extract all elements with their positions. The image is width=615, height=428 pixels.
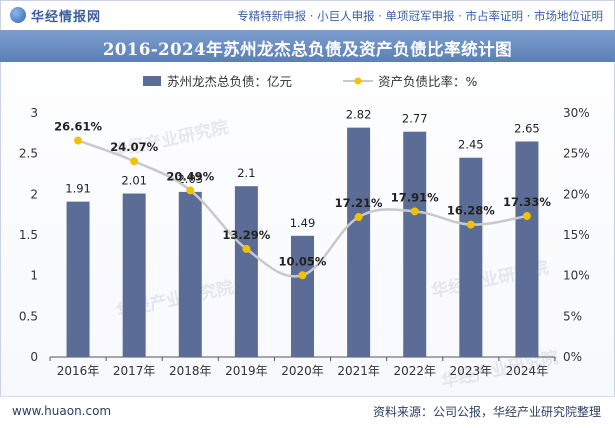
y-right-tick-label: 20%	[563, 187, 590, 201]
x-tick-label: 2021年	[337, 364, 380, 378]
ratio-point	[74, 136, 83, 145]
y-left-tick-label: 3	[30, 106, 38, 120]
x-tick-label: 2020年	[281, 364, 324, 378]
ratio-point	[186, 186, 195, 195]
ratio-point	[130, 157, 139, 166]
bar	[347, 127, 371, 357]
y-right-tick-label: 25%	[563, 147, 590, 161]
y-right-tick-label: 0%	[563, 350, 582, 364]
y-right-tick-label: 30%	[563, 106, 590, 120]
y-right-tick-label: 15%	[563, 228, 590, 242]
ratio-value-label: 17.91%	[391, 190, 439, 204]
y-left-tick-label: 1.5	[19, 228, 38, 242]
footer	[0, 396, 615, 428]
y-left-tick-label: 0.5	[19, 309, 38, 323]
title-band	[0, 30, 615, 62]
bar-value-label: 2.03	[177, 172, 203, 186]
ratio-value-label: 16.28%	[447, 204, 495, 218]
x-tick-label: 2024年	[506, 364, 549, 378]
x-tick-label: 2018年	[169, 364, 212, 378]
bar	[234, 186, 258, 357]
bar-value-label: 2.65	[514, 121, 540, 135]
axes: 2016年 2017年 2018年 2019年 2020年 2021年 2022年 2023年…	[19, 106, 590, 378]
ratio-point	[242, 244, 251, 253]
legend-line-label: 资产负债比率：%	[378, 74, 478, 89]
bar-series: 1.91 2.01 2.03 2.1 1.49 2.82 2.77 2.45 2.65	[65, 108, 540, 357]
services-text: 专精特新申报 · 小巨人申报 · 单项冠军申报 · 市占率证明 · 市场地位证明	[237, 9, 603, 23]
ratio-value-label: 20.49%	[166, 169, 214, 183]
ratio-point	[466, 220, 475, 229]
x-tick-label: 2017年	[113, 364, 156, 378]
bar-value-label: 1.49	[290, 216, 316, 230]
footer-url: www.huaon.com	[12, 404, 112, 418]
bar-value-label: 2.1	[237, 166, 255, 180]
x-tick-label: 2016年	[57, 364, 100, 378]
x-tick-label: 2022年	[393, 364, 436, 378]
x-tick-label: 2023年	[450, 364, 493, 378]
bar-value-label: 2.01	[121, 174, 147, 188]
y-right-tick-label: 10%	[563, 269, 590, 283]
bar-value-label: 2.82	[346, 108, 372, 122]
legend: 苏州龙杰总负债：亿元 资产负债比率：%	[143, 74, 478, 89]
top-bar: 华经情报网 专精特新申报 · 小巨人申报 · 单项冠军申报 · 市占率证明 · …	[0, 0, 615, 30]
y-left-tick-label: 2	[30, 187, 38, 201]
ratio-value-label: 13.29%	[222, 228, 270, 242]
footer-source: 资料来源：公司公报，华经产业研究院整理	[372, 405, 601, 419]
ratio-value-label: 17.21%	[335, 196, 383, 210]
bar-value-label: 1.91	[65, 182, 91, 196]
bar-value-label: 2.45	[458, 138, 484, 152]
legend-bar-label: 苏州龙杰总负债：亿元	[167, 74, 292, 89]
legend-line-marker	[354, 77, 362, 85]
chart-title: 2016-2024年苏州龙杰总负债及资产负债比率统计图	[102, 40, 513, 59]
bar	[178, 191, 202, 357]
x-tick-label: 2019年	[225, 364, 268, 378]
logo-icon	[10, 7, 26, 23]
ratio-point	[522, 212, 531, 221]
bar	[459, 157, 483, 357]
bar	[515, 141, 539, 357]
line-series: 26.61% 24.07% 20.49% 13.29% 10.05% 17.21% 17.9…	[54, 120, 551, 280]
y-left-tick-label: 1	[30, 269, 38, 283]
ratio-point	[410, 207, 419, 216]
bar	[66, 201, 90, 357]
y-left-tick-label: 0	[30, 350, 38, 364]
ratio-point	[298, 271, 307, 280]
bar	[122, 193, 146, 357]
bar	[403, 131, 427, 357]
ratio-value-label: 24.07%	[110, 140, 158, 154]
bar	[291, 235, 314, 357]
y-right-tick-label: 5%	[563, 309, 582, 323]
ratio-value-label: 10.05%	[279, 254, 327, 268]
legend-bar-swatch	[143, 76, 161, 86]
ratio-value-label: 26.61%	[54, 120, 102, 134]
bar-value-label: 2.77	[402, 112, 428, 126]
y-left-tick-label: 2.5	[19, 147, 38, 161]
logo-text: 华经情报网	[31, 10, 102, 25]
ratio-value-label: 17.33%	[503, 195, 551, 209]
ratio-point	[354, 213, 363, 222]
